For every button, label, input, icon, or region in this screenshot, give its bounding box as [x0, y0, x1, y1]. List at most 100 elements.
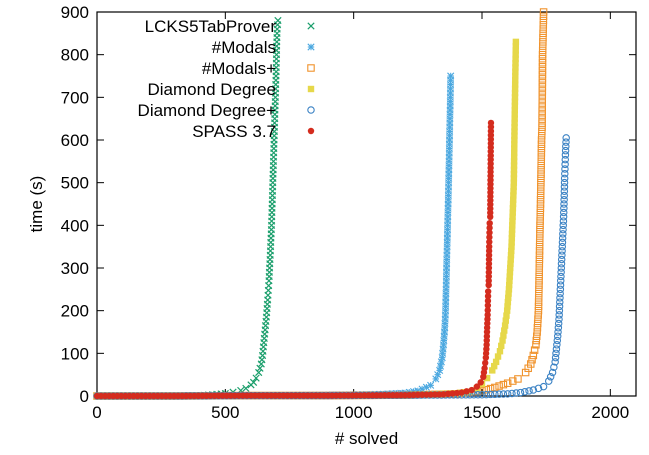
- data-point: [521, 387, 529, 396]
- series-5: [93, 119, 495, 400]
- data-point: [498, 342, 505, 350]
- data-point: [483, 374, 491, 382]
- data-point: [535, 268, 543, 277]
- data-point: [559, 221, 567, 230]
- data-point: [546, 373, 555, 381]
- data-point: [548, 368, 557, 377]
- data-point: [558, 247, 566, 255]
- data-point: [512, 389, 520, 397]
- data-point: [507, 260, 514, 267]
- data-point: [528, 355, 536, 364]
- legend-marker: [307, 43, 315, 51]
- data-point: [503, 307, 511, 314]
- data-point: [560, 195, 568, 204]
- data-point: [537, 136, 546, 144]
- data-point: [560, 191, 568, 200]
- data-point: [558, 242, 567, 251]
- data-point: [538, 107, 546, 115]
- data-point: [509, 205, 517, 212]
- data-point: [558, 234, 567, 242]
- x-tick-label: 0: [92, 403, 101, 422]
- y-tick-label: 500: [61, 174, 89, 193]
- data-point: [535, 277, 543, 285]
- data-point: [533, 332, 541, 341]
- series-0: [93, 16, 282, 400]
- data-point: [505, 290, 512, 297]
- data-point: [252, 374, 260, 382]
- data-point: [538, 123, 546, 131]
- data-point: [556, 289, 564, 298]
- data-point: [510, 153, 518, 161]
- y-tick-label: 200: [61, 302, 89, 321]
- data-point: [553, 341, 561, 349]
- data-point: [489, 367, 496, 374]
- x-tick-label: 1000: [335, 403, 373, 422]
- data-point: [500, 332, 507, 339]
- y-tick-label: 800: [61, 46, 89, 65]
- data-point: [511, 106, 518, 114]
- data-point: [511, 111, 518, 118]
- data-point: [506, 273, 513, 280]
- data-point: [510, 196, 517, 203]
- data-point: [535, 247, 544, 255]
- data-point: [512, 55, 519, 63]
- data-point: [499, 380, 508, 389]
- data-point: [436, 362, 445, 370]
- data-point: [554, 328, 562, 336]
- data-point: [507, 252, 515, 259]
- data-point: [561, 146, 570, 155]
- data-point: [512, 47, 519, 54]
- data-point: [473, 383, 481, 390]
- data-point: [559, 208, 568, 217]
- data-point: [539, 382, 548, 391]
- data-point: [508, 243, 515, 250]
- data-point: [537, 153, 546, 161]
- data-point: [537, 140, 546, 149]
- data-point: [510, 170, 518, 178]
- data-point: [556, 277, 565, 285]
- data-point: [537, 149, 546, 157]
- data-point: [558, 238, 567, 247]
- data-point: [535, 238, 544, 247]
- data-point: [560, 174, 569, 183]
- data-point: [554, 319, 563, 328]
- data-point: [427, 381, 435, 389]
- legend-marker: [307, 85, 315, 93]
- data-point: [562, 134, 570, 142]
- data-point: [510, 166, 518, 174]
- data-point: [502, 317, 509, 324]
- data-point: [559, 230, 567, 238]
- legend-label: SPASS 3.7: [192, 122, 276, 141]
- data-point: [560, 204, 568, 213]
- data-point: [539, 38, 547, 46]
- data-point: [512, 38, 520, 46]
- data-point: [536, 221, 544, 230]
- y-axis-label: time (s): [27, 176, 46, 233]
- data-point: [486, 220, 493, 227]
- data-point: [512, 72, 519, 80]
- x-tick-label: 500: [211, 403, 239, 422]
- data-point: [536, 195, 545, 204]
- data-point: [534, 302, 543, 311]
- legend-label: #Modals: [212, 38, 276, 57]
- data-point: [539, 25, 547, 33]
- data-point: [538, 99, 546, 107]
- data-point: [538, 54, 547, 63]
- data-point: [532, 341, 540, 349]
- data-point: [561, 165, 569, 173]
- data-point: [536, 204, 545, 213]
- data-point: [538, 127, 546, 136]
- data-point: [508, 226, 516, 233]
- data-point: [484, 311, 491, 319]
- data-point: [538, 119, 546, 127]
- data-point: [556, 294, 564, 302]
- data-point: [536, 230, 544, 238]
- data-point: [560, 187, 569, 195]
- data-point: [559, 225, 567, 234]
- data-point: [501, 322, 509, 329]
- data-point: [509, 209, 516, 216]
- data-point: [509, 222, 516, 229]
- data-point: [556, 281, 565, 289]
- data-point: [538, 115, 546, 123]
- data-point: [553, 336, 562, 345]
